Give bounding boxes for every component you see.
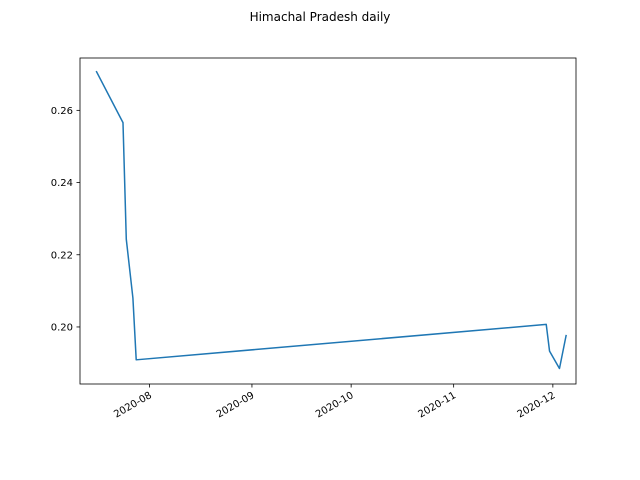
plot-series [95,70,567,370]
y-axis: 0.20 0.22 0.24 0.26 [51,106,80,333]
x-tick-label: 2020-08 [112,390,154,420]
y-tick-label: 0.20 [51,322,73,333]
x-axis: 2020-08 2020-09 2020-10 2020-11 2020-12 [112,384,557,420]
chart-title: Himachal Pradesh daily [250,10,391,24]
plot-frame [79,57,577,385]
series-line [95,70,567,370]
y-tick-label: 0.26 [51,106,73,117]
x-tick-label: 2020-11 [416,390,458,420]
x-tick-label: 2020-10 [314,390,356,420]
y-tick-label: 0.22 [51,250,73,261]
x-tick-label: 2020-09 [215,390,257,420]
y-tick-label: 0.24 [51,178,73,189]
x-tick-label: 2020-12 [516,390,558,420]
